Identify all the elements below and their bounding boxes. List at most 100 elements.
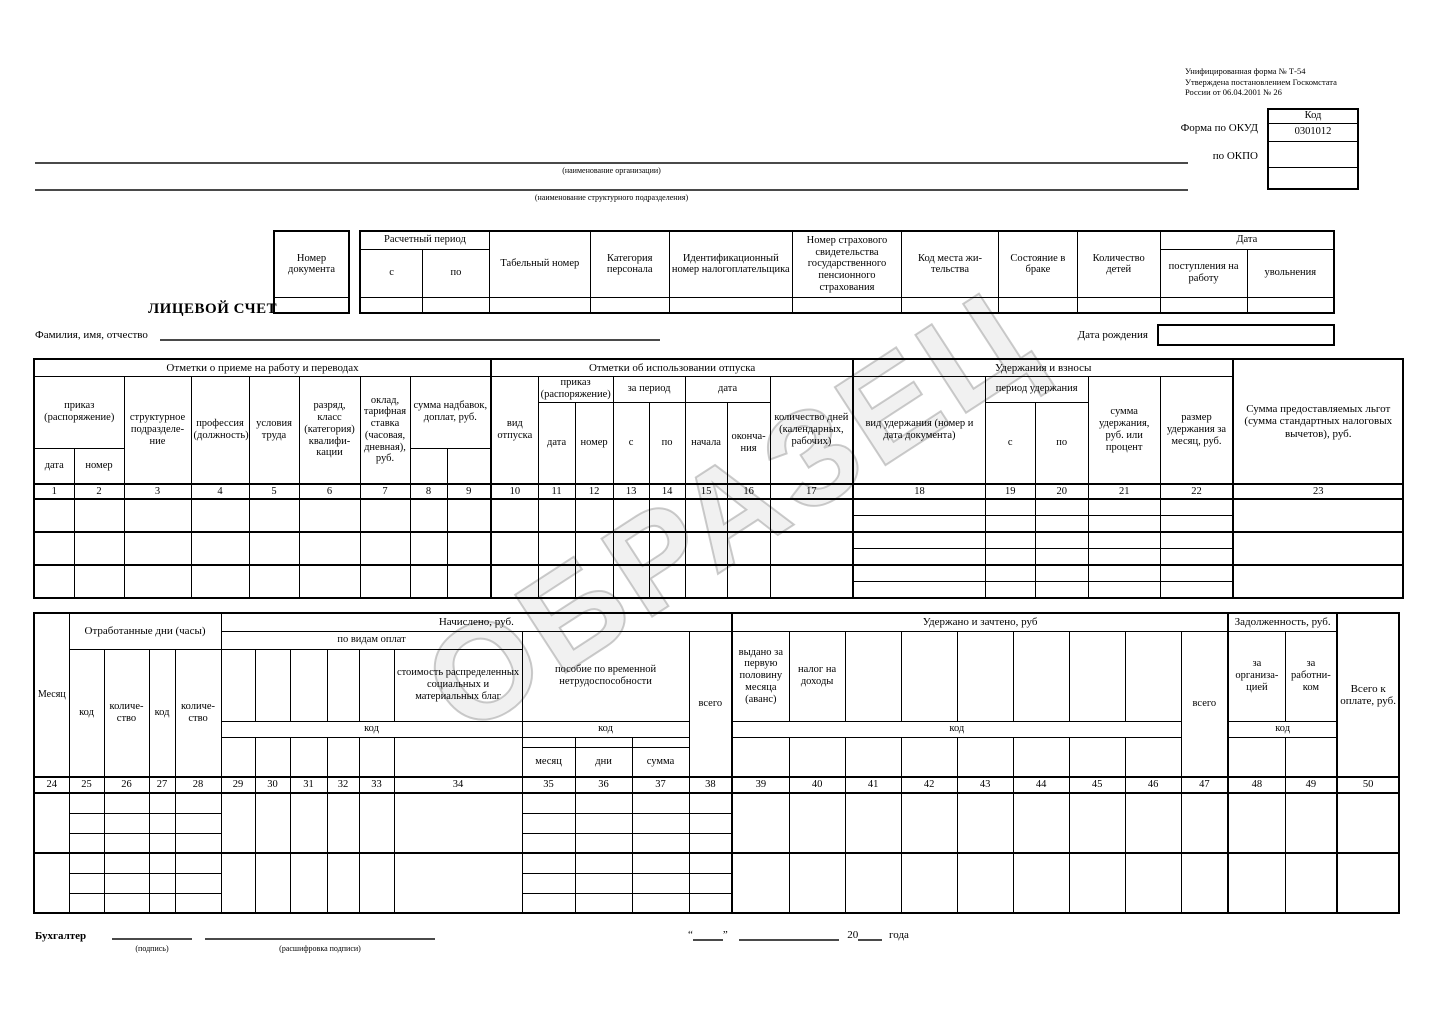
- cell: [68, 872, 105, 894]
- cell: [1284, 736, 1338, 778]
- cell: [668, 296, 793, 314]
- cell: [490, 531, 539, 566]
- cell: [648, 564, 686, 599]
- cell: [148, 832, 176, 854]
- cell: [537, 531, 576, 566]
- grade-class-header: разряд, класс (категория) квалифи-кации: [298, 375, 361, 485]
- cell: [68, 852, 105, 874]
- column-numbers-row: 24 25 26 27 28 29 30 31 32 33 34 35 36 37 38 39 40 41 42 43…: [33, 776, 1400, 794]
- cell: [852, 580, 986, 599]
- deduction-col-cell: [1012, 630, 1070, 722]
- cell: [631, 872, 690, 894]
- col-num: 37: [631, 776, 690, 794]
- cell: [769, 564, 854, 599]
- cell: [612, 564, 650, 599]
- deduction-type-header: вид удержания (номер и дата документа): [852, 375, 986, 485]
- cell: [688, 792, 733, 814]
- cell: [103, 872, 150, 894]
- accrued-total-header: всего: [688, 630, 733, 778]
- cell: [174, 872, 222, 894]
- cell: [788, 792, 846, 854]
- cell: [900, 852, 958, 914]
- col-num: 16: [726, 483, 771, 500]
- cell: [174, 812, 222, 834]
- cell: [844, 852, 902, 914]
- col-num: 46: [1124, 776, 1182, 794]
- cell: [631, 812, 690, 834]
- deduction-sum-header: сумма удержания, руб. или процент: [1087, 375, 1161, 485]
- leave-days-count-header: количество дней (календарных, рабочих): [769, 375, 854, 485]
- withheld-section-header: Удержано и зачтено, руб: [731, 612, 1229, 632]
- cell: [900, 792, 958, 854]
- cell: [190, 564, 250, 599]
- department-name-line: [35, 189, 1188, 191]
- cell: [1068, 852, 1126, 914]
- col-num: 39: [731, 776, 790, 794]
- cell: [148, 812, 176, 834]
- accountant-label: Бухгалтер: [35, 930, 87, 942]
- col-num: 35: [521, 776, 576, 794]
- cell: [174, 832, 222, 854]
- cell: [1012, 792, 1070, 854]
- sick-sum-header: сумма: [631, 746, 690, 778]
- cell: [844, 792, 902, 854]
- col-num: 47: [1180, 776, 1229, 794]
- cell: [1232, 498, 1404, 533]
- signature-decryption-caption: (расшифровка подписи): [279, 944, 361, 953]
- cell: [148, 872, 176, 894]
- cell: [393, 792, 523, 854]
- cell: [393, 852, 523, 914]
- cell: [220, 852, 256, 914]
- col-num: 33: [358, 776, 395, 794]
- cell: [326, 852, 360, 914]
- col-num: 9: [446, 483, 492, 500]
- cell: [574, 498, 614, 533]
- cell: [631, 832, 690, 854]
- hire-order-header: приказ (распоряжение): [33, 375, 125, 449]
- hire-order-date-header: дата: [33, 447, 75, 485]
- residence-code-header: Код места жи-тельства: [901, 230, 999, 298]
- cell: [1124, 852, 1182, 914]
- col-num: 42: [900, 776, 958, 794]
- worked-qty-header: количе-ство: [103, 648, 150, 778]
- organization-name-line: [35, 162, 1188, 164]
- page-title: ЛИЦЕВОЙ СЧЕТ: [148, 301, 278, 317]
- sick-days-header: дни: [574, 746, 633, 778]
- pay-type-col-cell: [254, 648, 291, 722]
- cell: [852, 531, 986, 549]
- col-num: 3: [123, 483, 192, 500]
- leave-order-header: приказ (распоряжение): [537, 375, 614, 403]
- doc-number-cell: [273, 296, 350, 314]
- cell: [103, 812, 150, 834]
- advance-header: выдано за первую половину месяца (аванс): [731, 630, 790, 722]
- cell: [574, 852, 633, 874]
- okpo-code-cell: [1267, 140, 1359, 168]
- cell: [852, 498, 986, 516]
- cell: [1284, 792, 1338, 854]
- cell: [900, 736, 958, 778]
- cell: [190, 531, 250, 566]
- cell: [997, 296, 1078, 314]
- year-prefix: 20: [847, 929, 859, 941]
- cell: [446, 531, 492, 566]
- sick-benefit-header: пособие по временной нетрудоспособности: [521, 630, 690, 722]
- cell: [852, 547, 986, 566]
- worked-code-header: код: [68, 648, 105, 778]
- col-num: 11: [537, 483, 576, 500]
- cell: [1159, 580, 1234, 599]
- signature-decryption-line: [205, 924, 435, 940]
- col-num: 23: [1232, 483, 1404, 500]
- col-num: 44: [1012, 776, 1070, 794]
- deduction-col-cell: [956, 630, 1014, 722]
- col-num: 24: [33, 776, 70, 794]
- cell: [33, 498, 75, 533]
- col-num: 41: [844, 776, 902, 794]
- personnel-category-header: Категория персонала: [589, 230, 670, 298]
- cell: [1232, 531, 1404, 566]
- cell: [220, 792, 256, 854]
- extra-code-cell: [1267, 166, 1359, 190]
- col-num: 15: [684, 483, 728, 500]
- doc-number-table: Номер документа: [273, 230, 350, 314]
- cell: [1076, 296, 1161, 314]
